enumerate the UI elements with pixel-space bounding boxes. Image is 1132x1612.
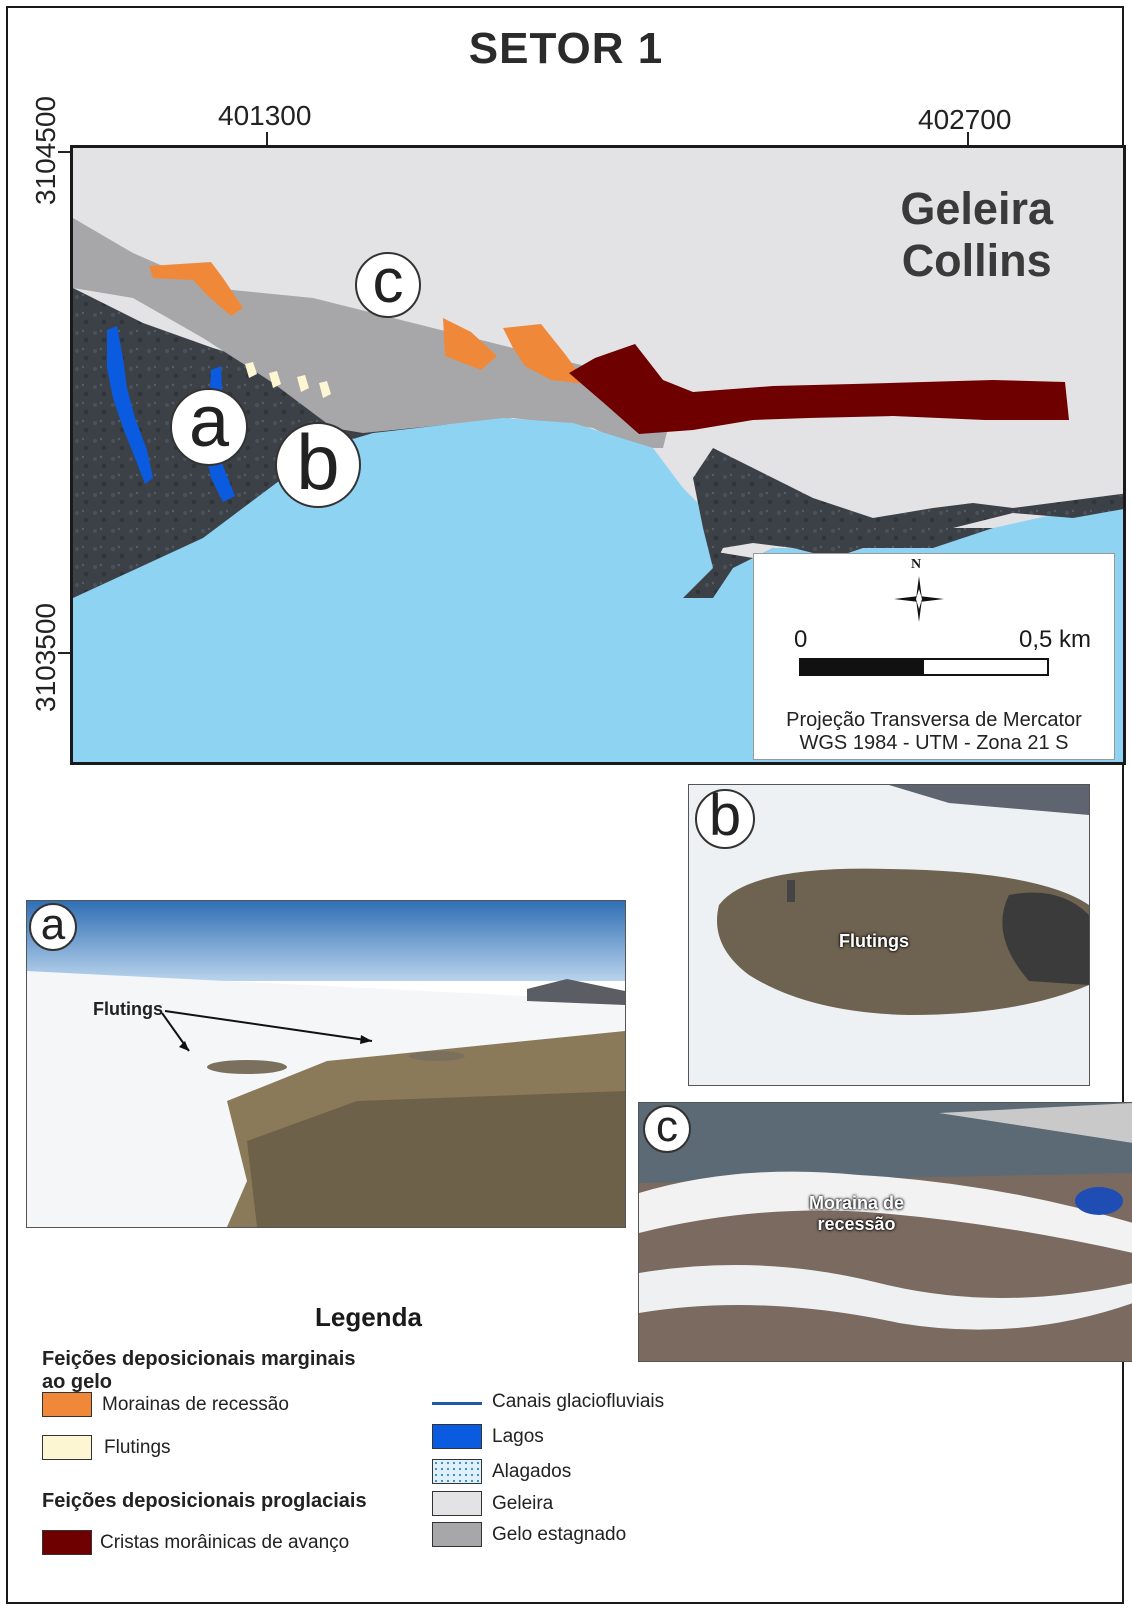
north-label: N	[911, 557, 922, 572]
figure-frame	[6, 6, 1124, 1604]
photo-a-label: Flutings	[93, 999, 163, 1019]
scale-end-label: 0,5 km	[1019, 626, 1092, 653]
legend-group1-line2: ao gelo	[42, 1371, 113, 1393]
stagnant-ice-area	[73, 218, 673, 448]
moraine-recession-1	[149, 262, 243, 316]
x-coord-right: 402700	[918, 104, 1012, 135]
legend-item-moraine-advance: Cristas morâinicas de avanço	[100, 1532, 350, 1553]
legend-item-glacier: Geleira	[492, 1493, 554, 1514]
photo-a: Flutings a	[26, 900, 626, 1228]
glacier-name: Geleira Collins	[900, 183, 1053, 287]
legend-item-lake: Lagos	[492, 1426, 544, 1447]
legend-item-fluting: Flutings	[104, 1437, 171, 1458]
y-coord-bottom: 3103500	[30, 602, 61, 712]
x-tick-left	[266, 132, 268, 146]
glacier-name-line1: Geleira	[900, 183, 1053, 234]
swatch-fluting	[42, 1435, 92, 1460]
x-tick-right	[967, 132, 969, 146]
legend-group2-heading: Feições deposicionais proglaciais	[42, 1490, 367, 1512]
projection-text: Projeção Transversa de Mercator WGS 1984…	[754, 709, 1114, 755]
map-marker-a: a	[170, 386, 248, 466]
scale-bar	[799, 658, 1049, 676]
photo-b-marker: b	[695, 787, 755, 849]
legend-title: Legenda	[315, 1302, 422, 1332]
glacier-name-line2: Collins	[901, 235, 1052, 286]
moraine-recession-2	[443, 318, 497, 370]
swatch-moraine-advance	[42, 1530, 92, 1555]
moraine-advance	[569, 344, 1069, 434]
swatch-lake	[432, 1424, 482, 1449]
swatch-glaciofluvial-channel	[432, 1402, 482, 1405]
legend-item-wetland: Alagados	[492, 1461, 572, 1482]
photo-c-label-line2: recessão	[817, 1214, 896, 1234]
legend-item-moraine-recession: Morainas de recessão	[102, 1394, 289, 1415]
map-panel: Geleira Collins c a b N 0 0,5 km Projeçã…	[70, 145, 1126, 765]
photo-c-label-line1: Moraina de	[809, 1193, 905, 1213]
north-arrow-icon	[894, 576, 944, 622]
scale-start-label: 0	[794, 626, 808, 653]
photo-c-marker: c	[643, 1105, 691, 1153]
x-coord-left: 401300	[218, 100, 312, 131]
fluting-4	[319, 381, 331, 398]
photo-a-arrows	[161, 1010, 373, 1052]
projection-line1: Projeção Transversa de Mercator	[786, 709, 1082, 731]
figure-title: SETOR 1	[468, 24, 664, 73]
photo-c-label: Moraina de recessão	[809, 1193, 904, 1235]
swatch-stagnant-ice	[432, 1522, 482, 1547]
y-tick-top	[58, 151, 72, 153]
photo-a-marker: a	[29, 903, 77, 951]
legend-group1-line1: Feições deposicionais marginais	[42, 1348, 356, 1370]
projection-line2: WGS 1984 - UTM - Zona 21 S	[799, 732, 1069, 754]
fluting-2	[269, 371, 281, 388]
lake-1	[107, 326, 153, 484]
legend-item-stagnant-ice: Gelo estagnado	[492, 1524, 627, 1545]
legend-group1-heading: Feições deposicionais marginais ao gelo	[42, 1348, 355, 1394]
scale-box: N 0 0,5 km Projeção Transversa de Mercat…	[753, 553, 1115, 760]
photo-c-scene	[639, 1103, 1132, 1361]
swatch-wetland	[432, 1459, 482, 1484]
y-tick-bottom	[58, 652, 72, 654]
map-marker-c: c	[355, 251, 421, 318]
photo-b-label: Flutings	[839, 931, 909, 951]
photo-b-scene	[689, 785, 1089, 1085]
photo-b: Flutings b	[688, 784, 1090, 1086]
map-marker-b: b	[275, 422, 361, 508]
swatch-moraine-recession	[42, 1392, 92, 1417]
legend-item-glaciofluvial-channel: Canais glaciofluviais	[492, 1391, 665, 1412]
photo-c: Moraina de recessão c	[638, 1102, 1132, 1362]
fluting-3	[297, 375, 309, 392]
rock-ridge	[693, 448, 1123, 568]
moraine-recession-3	[503, 324, 587, 384]
fluting-1	[245, 362, 257, 378]
swatch-glacier	[432, 1491, 482, 1516]
